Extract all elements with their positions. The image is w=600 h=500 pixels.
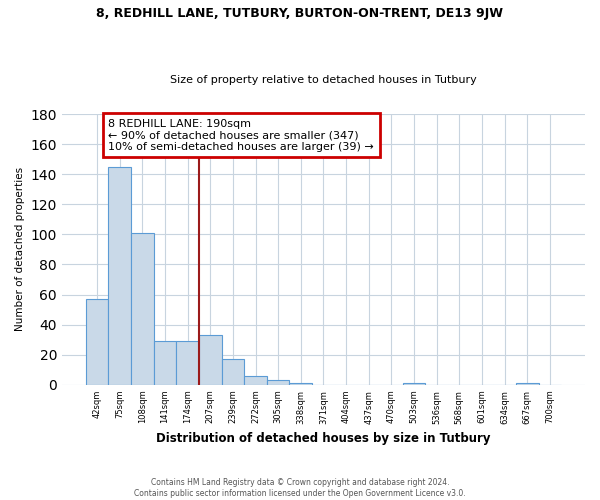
Y-axis label: Number of detached properties: Number of detached properties [15, 168, 25, 332]
Bar [516, 384, 539, 385]
Text: 8 REDHILL LANE: 190sqm
← 90% of detached houses are smaller (347)
10% of semi-de: 8 REDHILL LANE: 190sqm ← 90% of detached… [109, 118, 374, 152]
Bar [244, 376, 267, 385]
Bar [86, 299, 109, 385]
Text: 8, REDHILL LANE, TUTBURY, BURTON-ON-TRENT, DE13 9JW: 8, REDHILL LANE, TUTBURY, BURTON-ON-TREN… [97, 8, 503, 20]
Bar [109, 166, 131, 385]
Bar [154, 341, 176, 385]
Bar [403, 384, 425, 385]
Bar [267, 380, 289, 385]
Bar [176, 341, 199, 385]
X-axis label: Distribution of detached houses by size in Tutbury: Distribution of detached houses by size … [156, 432, 491, 445]
Title: Size of property relative to detached houses in Tutbury: Size of property relative to detached ho… [170, 76, 477, 86]
Bar [289, 384, 312, 385]
Bar [199, 335, 221, 385]
Bar [221, 359, 244, 385]
Bar [131, 233, 154, 385]
Text: Contains HM Land Registry data © Crown copyright and database right 2024.
Contai: Contains HM Land Registry data © Crown c… [134, 478, 466, 498]
